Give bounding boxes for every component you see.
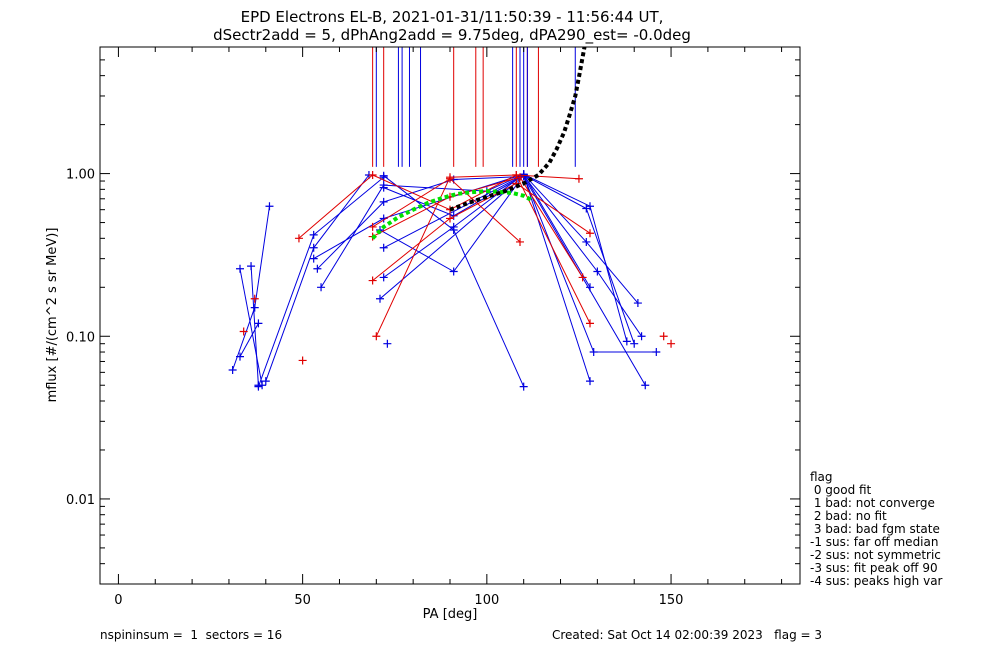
legend-item: 1 bad: not converge [810, 496, 935, 510]
x-tick-label: 100 [474, 593, 499, 608]
blue-data-point [383, 339, 392, 348]
blue-data-point [586, 377, 594, 386]
blue-data-point [228, 366, 237, 375]
red-data-point [294, 234, 303, 243]
blue-data-point [250, 303, 259, 312]
x-tick-label: 0 [114, 593, 122, 608]
red-data-point [368, 171, 377, 180]
blue-data-point [261, 377, 270, 386]
blue-data-point [379, 197, 388, 206]
red-data-line [372, 176, 584, 278]
legend-item: 0 good fit [810, 483, 872, 497]
y-tick-label: 1.00 [66, 168, 95, 183]
footer-right: Created: Sat Oct 14 02:00:39 2023 flag =… [552, 628, 823, 642]
blue-data-line [239, 268, 263, 386]
blue-data-point [265, 202, 274, 211]
legend-item: 2 bad: no fit [810, 509, 887, 523]
blue-data-line [320, 173, 639, 304]
red-data-point [667, 339, 676, 348]
plot-frame [99, 46, 801, 585]
red-data-point [516, 237, 524, 246]
legend-item: -2 sus: not symmetric [810, 548, 941, 562]
blue-data-point [449, 267, 458, 276]
blue-data-point [254, 382, 263, 391]
chart-title: EPD Electrons EL-B, 2021-01-31/11:50:39 … [241, 8, 664, 26]
blue-data-point [593, 267, 602, 276]
x-tick-label: 150 [659, 593, 684, 608]
blue-data-point [254, 319, 263, 328]
blue-data-point [589, 348, 598, 357]
blue-data-line [379, 174, 657, 353]
blue-data-point [637, 332, 646, 341]
blue-data-line [383, 174, 591, 382]
blue-data-point [449, 226, 458, 235]
red-data-point [250, 294, 259, 303]
blue-data-point [586, 283, 594, 292]
legend-item: -4 sus: peaks high var [810, 574, 943, 588]
legend-item: -1 sus: far off median [810, 535, 939, 549]
blue-data-point [652, 348, 661, 357]
red-data-point [368, 222, 377, 231]
footer-left: nspininsum = 1 sectors = 16 [100, 628, 283, 642]
blue-data-point [582, 237, 591, 246]
chart-subtitle: dSectr2add = 5, dPhAng2add = 9.75deg, dP… [213, 26, 691, 45]
blue-data-point [236, 352, 244, 361]
blue-data-point [582, 204, 591, 213]
blue-data-point [309, 230, 318, 239]
legend-item: 3 bad: bad fgm state [810, 522, 940, 536]
blue-data-line [250, 266, 259, 386]
blue-data-line [257, 176, 385, 387]
black-fit-curve [449, 46, 587, 212]
blue-data-point [379, 183, 388, 192]
red-data-line [375, 174, 591, 337]
y-tick-label: 0.01 [66, 493, 95, 508]
blue-data-point [317, 283, 326, 292]
blue-data-point [379, 243, 388, 252]
blue-data-point [247, 262, 256, 271]
y-tick-label: 0.10 [66, 330, 95, 345]
blue-data-point [633, 299, 642, 308]
blue-data-point [376, 294, 384, 303]
blue-data-point [313, 264, 322, 273]
blue-data-line [232, 206, 270, 371]
legend-item: -3 sus: fit peak off 90 [810, 561, 938, 575]
blue-data-line [239, 323, 259, 357]
blue-data-point [630, 339, 639, 348]
y-axis-label: mflux [#/(cm^2 s sr MeV)] [45, 228, 60, 403]
legend-title: flag [810, 470, 833, 484]
red-data-point [239, 327, 248, 336]
red-data-point [446, 174, 454, 183]
x-tick-label: 50 [294, 593, 311, 608]
blue-data-point [622, 337, 631, 346]
red-data-point [578, 273, 587, 282]
red-data-point [574, 174, 583, 183]
red-data-point [298, 356, 307, 365]
blue-data-point [379, 171, 388, 180]
blue-data-line [379, 174, 635, 344]
red-data-point [372, 332, 381, 341]
red-data-line [372, 182, 591, 281]
x-axis-label: PA [deg] [423, 607, 478, 622]
red-data-point [446, 214, 454, 223]
red-data-point [368, 276, 377, 285]
blue-data-point [641, 381, 650, 390]
blue-data-point [379, 273, 388, 282]
red-data-point [516, 173, 524, 182]
red-data-point [586, 229, 594, 238]
blue-data-point [309, 243, 318, 252]
blue-data-point [236, 264, 244, 273]
blue-data-line [265, 174, 370, 382]
blue-data-point [309, 254, 318, 263]
blue-data-point [519, 382, 528, 391]
blue-data-line [317, 175, 646, 386]
red-data-point [586, 319, 594, 328]
red-data-point [659, 332, 668, 341]
